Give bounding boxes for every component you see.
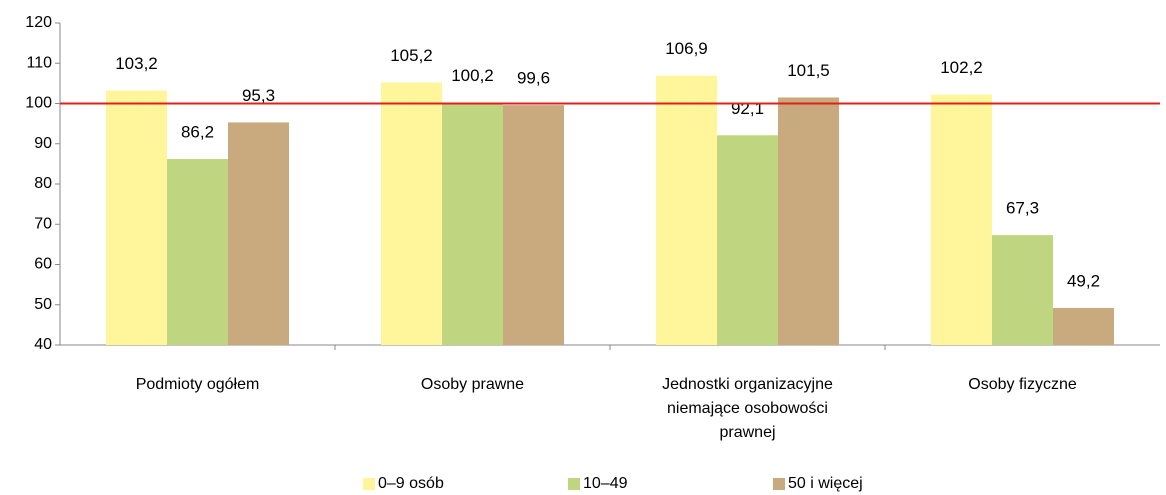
y-tick-label: 50 — [34, 296, 52, 313]
y-tick-label: 40 — [34, 336, 52, 353]
bar — [931, 94, 992, 346]
x-tick-label: Osoby fizyczne — [968, 376, 1077, 393]
value-label: 102,2 — [940, 58, 983, 77]
legend-swatch — [773, 478, 785, 490]
value-label: 95,3 — [242, 86, 275, 105]
value-label: 101,5 — [787, 61, 830, 80]
bar — [717, 135, 778, 345]
bar — [503, 105, 564, 345]
legend-swatch — [568, 478, 580, 490]
legend-label: 0–9 osób — [378, 475, 444, 492]
legend-swatch — [363, 478, 375, 490]
value-label: 103,2 — [115, 54, 158, 73]
bar — [381, 82, 442, 345]
x-tick-label: Podmioty ogółem — [135, 376, 260, 393]
y-tick-label: 80 — [34, 175, 52, 192]
value-label: 67,3 — [1006, 199, 1039, 218]
bar — [106, 90, 167, 346]
bar — [992, 235, 1053, 345]
bar — [656, 75, 717, 345]
value-label: 99,6 — [517, 69, 550, 88]
bar — [442, 102, 503, 345]
value-label: 49,2 — [1067, 271, 1100, 290]
y-tick-label: 70 — [34, 215, 52, 232]
value-label: 86,2 — [181, 123, 214, 142]
bar — [1053, 307, 1114, 345]
legend-label: 10–49 — [583, 475, 628, 492]
bar — [167, 159, 228, 345]
x-tick-label: Jednostki organizacyjne niemające osobow… — [662, 376, 833, 441]
bar — [778, 97, 839, 346]
value-label: 106,9 — [665, 39, 708, 58]
value-label: 100,2 — [451, 66, 494, 85]
value-label: 92,1 — [731, 99, 764, 118]
y-tick-label: 120 — [25, 14, 52, 31]
y-tick-label: 110 — [26, 54, 52, 71]
x-tick-label: Osoby prawne — [420, 376, 525, 393]
y-tick-label: 100 — [25, 95, 52, 112]
y-tick-label: 60 — [34, 256, 52, 273]
bar — [228, 122, 289, 345]
y-tick-label: 90 — [34, 135, 52, 152]
legend-label: 50 i więcej — [788, 475, 863, 492]
value-label: 105,2 — [390, 46, 433, 65]
